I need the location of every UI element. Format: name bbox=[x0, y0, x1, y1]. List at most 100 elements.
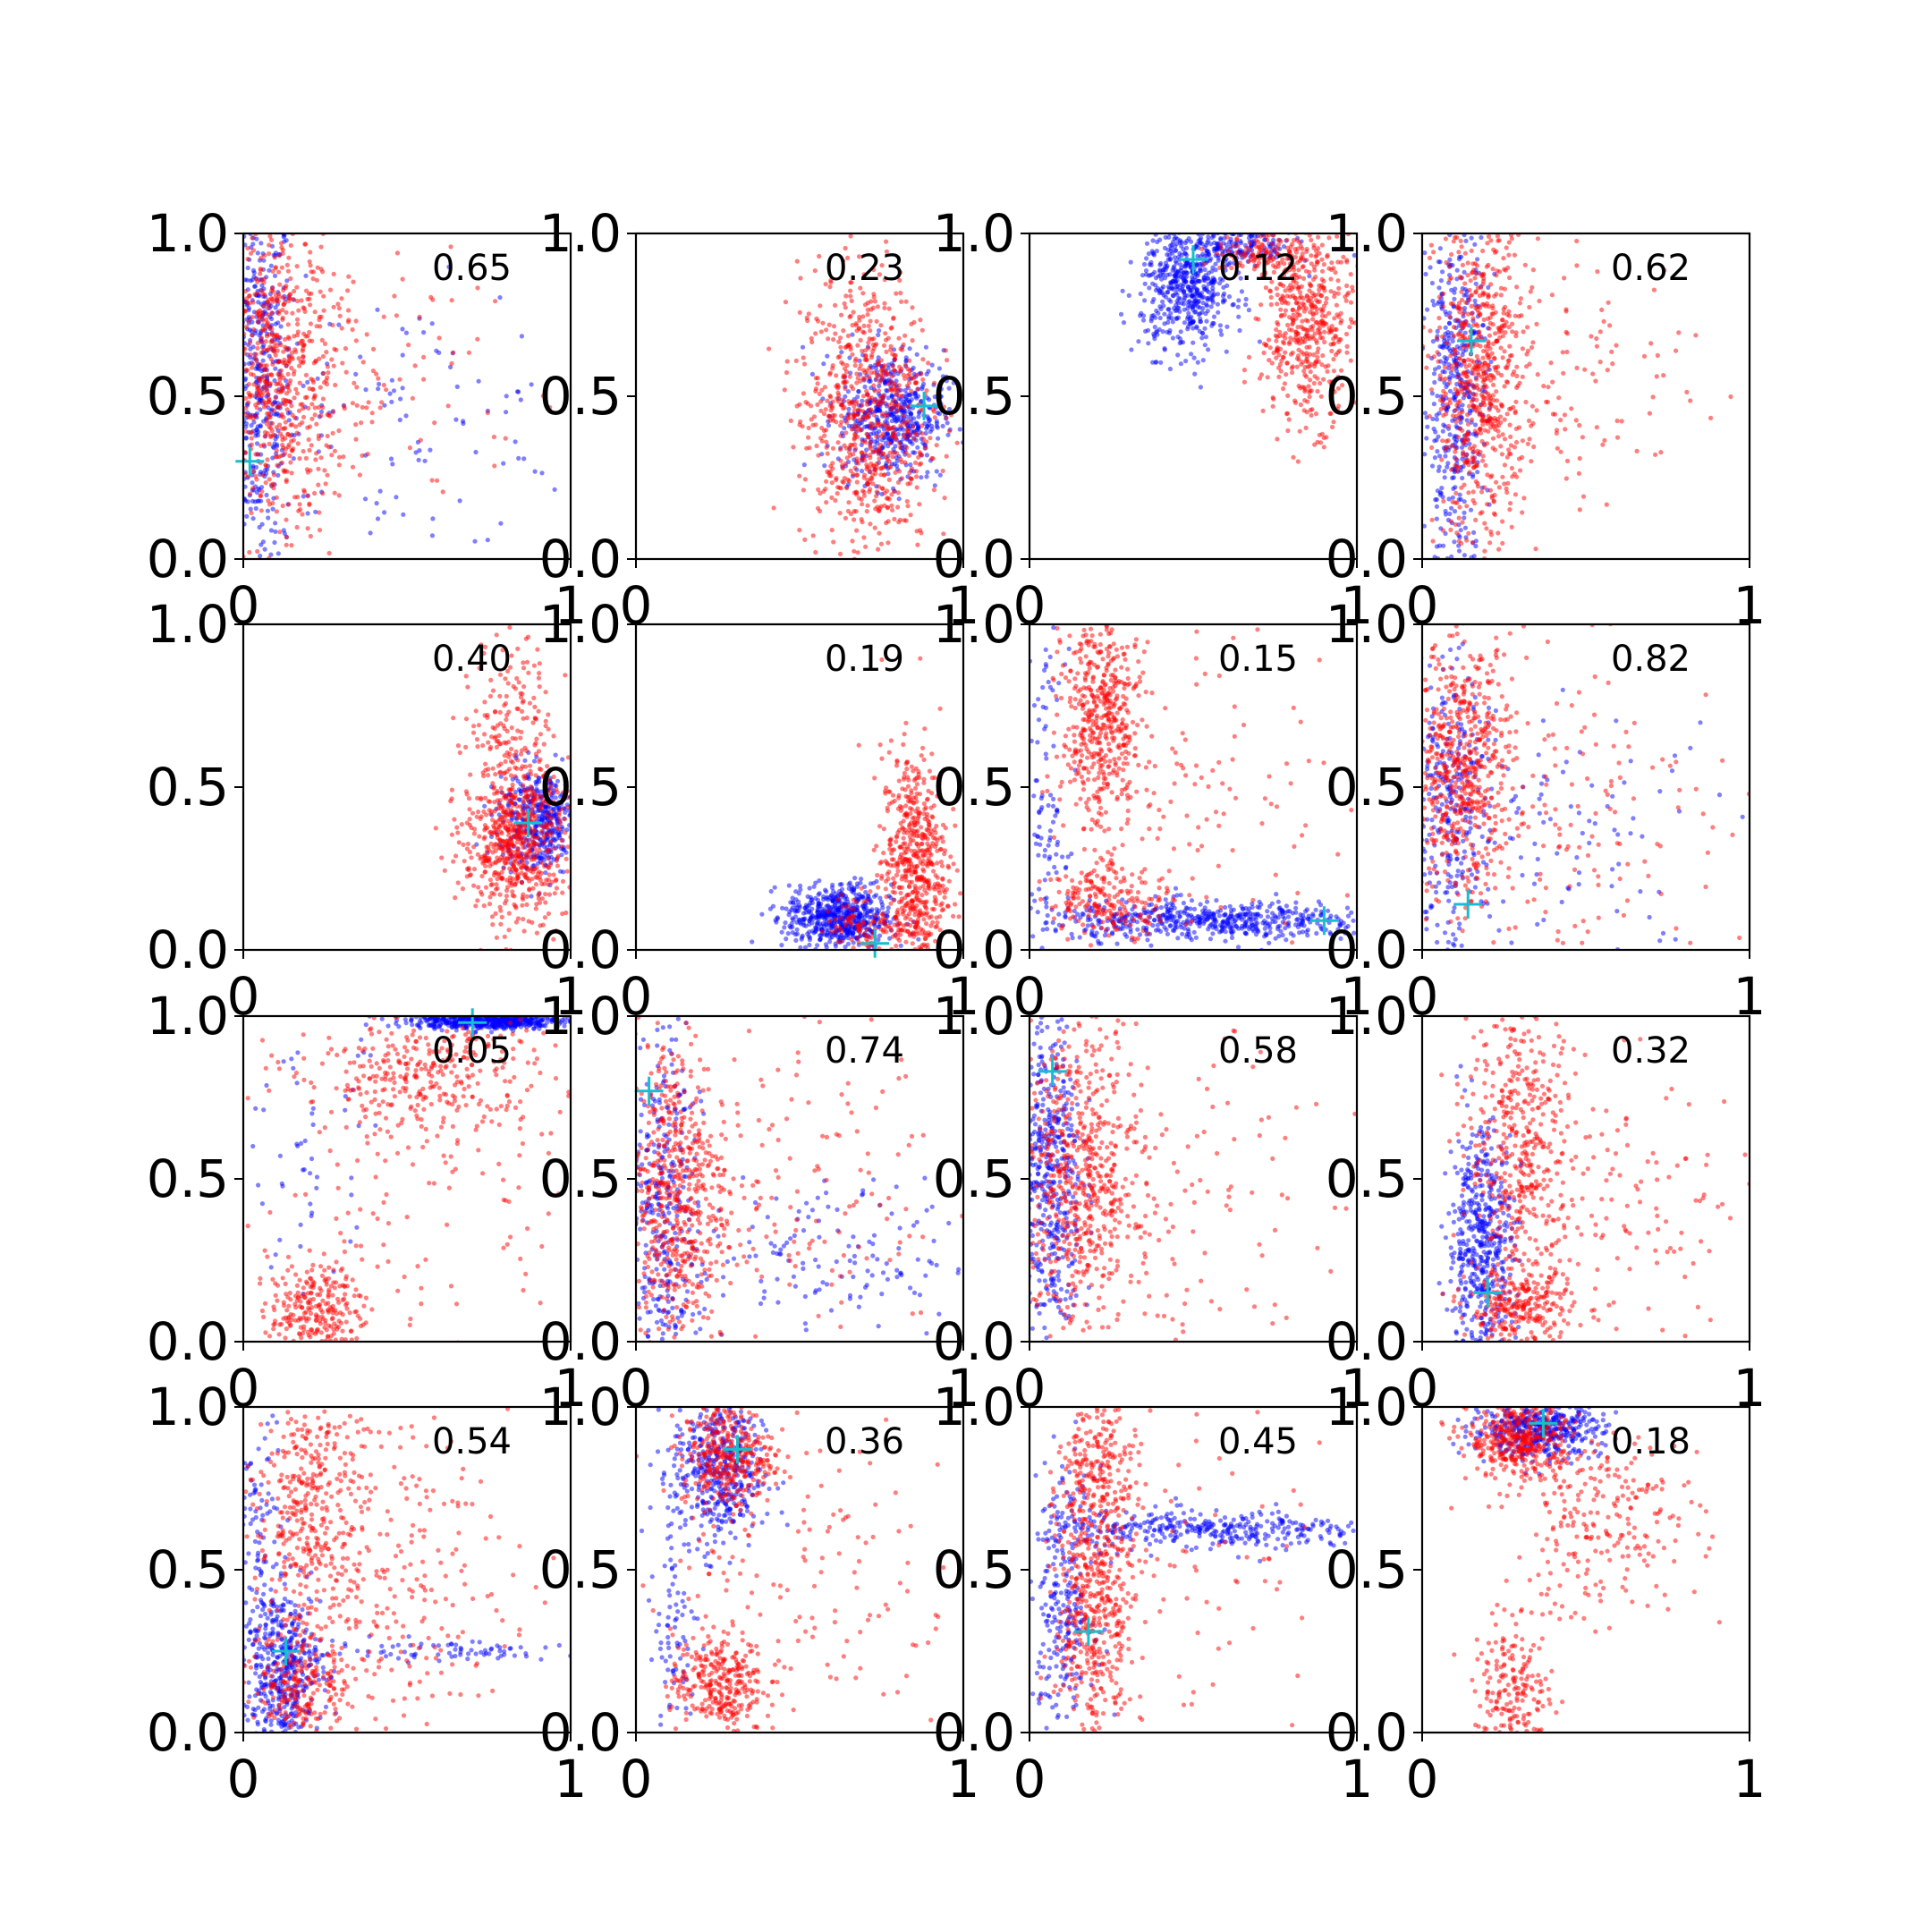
series-b-point bbox=[837, 353, 843, 360]
series-a-point bbox=[940, 374, 945, 379]
series-b-point bbox=[877, 445, 882, 451]
series-a-point bbox=[413, 450, 419, 455]
series-b-point bbox=[271, 486, 276, 491]
series-b-point bbox=[248, 352, 253, 358]
series-b-point bbox=[1504, 365, 1510, 370]
series-b-point bbox=[1514, 284, 1520, 290]
series-b-point bbox=[285, 268, 291, 274]
series-b-point bbox=[889, 492, 894, 497]
series-a-point bbox=[1431, 402, 1436, 407]
series-b-point bbox=[1286, 326, 1292, 332]
series-b-point bbox=[266, 347, 271, 352]
series-b-point bbox=[1304, 246, 1309, 252]
series-a-point bbox=[1454, 344, 1460, 350]
series-b-point bbox=[319, 337, 325, 343]
series-b-point bbox=[842, 476, 847, 481]
y-tick-label: 1.0 bbox=[147, 203, 229, 264]
series-b-point bbox=[835, 440, 841, 445]
series-b-point bbox=[1448, 353, 1453, 359]
series-b-point bbox=[886, 426, 891, 431]
series-b-point bbox=[842, 379, 847, 385]
series-a-point bbox=[924, 426, 929, 431]
series-a-point bbox=[862, 384, 868, 390]
series-b-point bbox=[1315, 350, 1320, 355]
series-b-point bbox=[877, 272, 883, 277]
series-b-point bbox=[839, 397, 845, 402]
series-b-point bbox=[1502, 267, 1507, 272]
series-b-point bbox=[920, 357, 926, 362]
series-b-point bbox=[857, 366, 862, 371]
series-b-point bbox=[1473, 306, 1479, 311]
series-b-point bbox=[271, 472, 276, 478]
series-b-point bbox=[248, 340, 253, 345]
series-a-point bbox=[514, 389, 521, 394]
series-b-point bbox=[1347, 325, 1352, 330]
series-b-point bbox=[1316, 359, 1321, 364]
series-b-point bbox=[307, 447, 312, 453]
series-b-point bbox=[1490, 445, 1496, 451]
series-a-point bbox=[1434, 417, 1439, 422]
series-b-point bbox=[237, 254, 242, 258]
series-b-point bbox=[813, 388, 818, 394]
series-b-point bbox=[289, 470, 294, 476]
series-b-point bbox=[284, 517, 289, 522]
series-a-point bbox=[1205, 309, 1210, 314]
series-b-point bbox=[243, 450, 249, 455]
series-b-point bbox=[1518, 296, 1523, 301]
series-b-point bbox=[864, 369, 869, 374]
series-a-point bbox=[1192, 298, 1199, 303]
series-a-point bbox=[1191, 355, 1197, 360]
series-a-point bbox=[1422, 411, 1428, 416]
series-a-point bbox=[267, 267, 272, 273]
series-a-point bbox=[1146, 341, 1151, 346]
series-b-point bbox=[1525, 441, 1530, 446]
series-a-point bbox=[403, 330, 409, 335]
series-a-point bbox=[1220, 277, 1225, 283]
series-b-point bbox=[258, 266, 263, 272]
series-b-point bbox=[1233, 262, 1239, 267]
series-b-point bbox=[1264, 260, 1269, 266]
series-b-point bbox=[1563, 427, 1568, 432]
series-a-point bbox=[1452, 539, 1457, 545]
series-b-point bbox=[381, 314, 386, 319]
series-b-point bbox=[1514, 474, 1520, 479]
series-b-point bbox=[813, 422, 818, 428]
series-b-point bbox=[1238, 252, 1243, 258]
series-a-point bbox=[268, 552, 274, 557]
series-b-point bbox=[802, 537, 808, 543]
series-b-point bbox=[1498, 345, 1504, 351]
series-a-point bbox=[907, 399, 912, 404]
series-a-point bbox=[1422, 316, 1427, 321]
series-a-point bbox=[1417, 443, 1421, 447]
series-b-point bbox=[417, 314, 422, 319]
series-a-point bbox=[243, 435, 249, 440]
series-a-point bbox=[846, 406, 852, 411]
series-b-point bbox=[1338, 259, 1344, 265]
series-a-point bbox=[1162, 275, 1167, 281]
series-b-point bbox=[909, 466, 915, 471]
series-b-point bbox=[1509, 465, 1514, 471]
series-b-point bbox=[315, 265, 320, 270]
series-b-point bbox=[351, 279, 356, 284]
series-b-point bbox=[265, 457, 270, 462]
series-b-point bbox=[1283, 331, 1288, 336]
series-a-point bbox=[914, 352, 919, 357]
series-a-point bbox=[1166, 297, 1172, 302]
series-b-point bbox=[238, 404, 242, 409]
series-b-point bbox=[276, 422, 283, 428]
series-b-point bbox=[1317, 250, 1322, 256]
series-b-point bbox=[305, 334, 310, 339]
series-b-point bbox=[1436, 294, 1442, 300]
series-b-point bbox=[288, 460, 293, 465]
score-label: 0.23 bbox=[825, 248, 904, 289]
series-b-point bbox=[1304, 356, 1309, 361]
series-b-point bbox=[1653, 452, 1658, 457]
series-a-point bbox=[1204, 303, 1210, 309]
series-a-point bbox=[1435, 449, 1440, 454]
series-b-point bbox=[1297, 428, 1302, 434]
series-b-point bbox=[1482, 443, 1487, 448]
series-b-point bbox=[238, 496, 242, 501]
series-b-point bbox=[250, 315, 255, 320]
series-b-point bbox=[1429, 517, 1435, 522]
series-b-point bbox=[1310, 324, 1316, 329]
